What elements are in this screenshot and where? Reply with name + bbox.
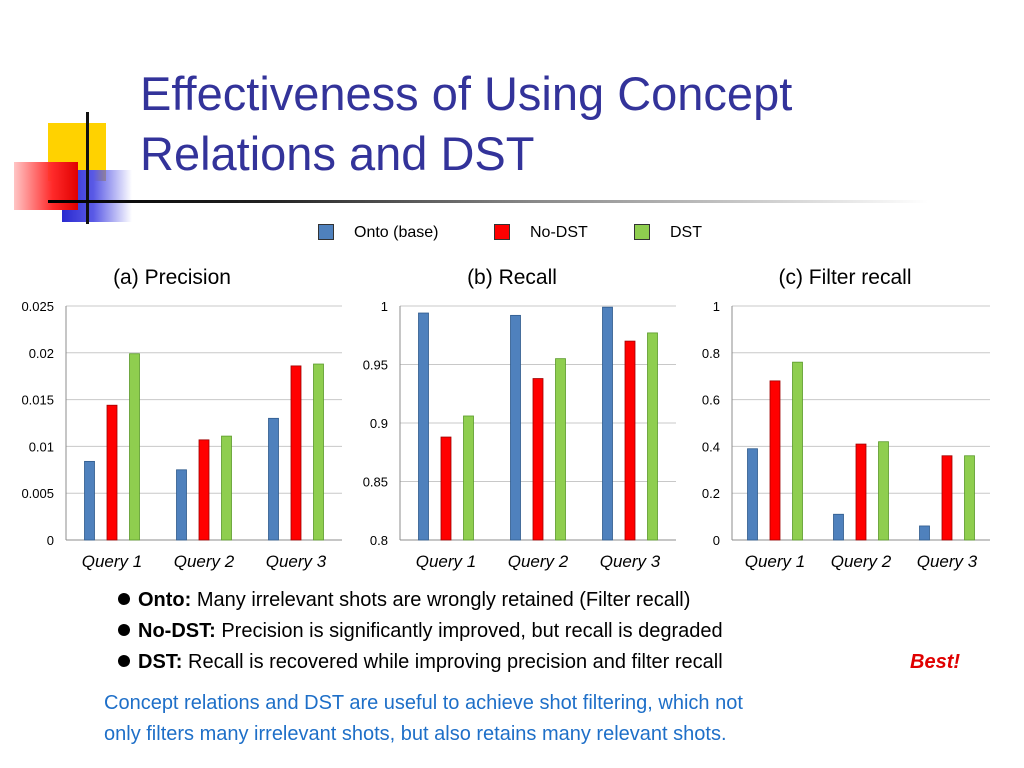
chart-1-y-tick-label: 0.02 xyxy=(29,346,54,361)
bullet-key: Onto: xyxy=(138,589,192,611)
chart-2-bar-onto xyxy=(418,312,429,541)
chart-2-x-tick-label: Query 3 xyxy=(600,552,661,571)
bullet-text: Precision is significantly improved, but… xyxy=(215,620,723,642)
chart-1-bar-no-dst xyxy=(106,404,118,541)
bullet-text: Many irrelevant shots are wrongly retain… xyxy=(191,589,691,611)
chart-3-y-tick-label: 0.8 xyxy=(702,346,720,361)
chart-3-x-tick-label: Query 3 xyxy=(917,552,978,571)
legend-swatch-no-dst xyxy=(494,224,510,240)
best-label: Best! xyxy=(910,651,961,673)
chart-1-y-tick-label: 0.015 xyxy=(21,393,54,408)
chart-2-x-tick-label: Query 1 xyxy=(416,552,476,571)
bullet-key: No-DST: xyxy=(138,620,216,642)
chart-3-bar-dst xyxy=(878,441,889,541)
chart-3-y-tick-label: 0.6 xyxy=(702,393,720,408)
charts-area: (a) Precision 0 0.005 0.01 0.015 0.02 0.025 Que… xyxy=(0,255,1024,590)
chart-3-y-tick-label: 0.4 xyxy=(702,439,720,454)
chart-1-bar-onto xyxy=(268,417,279,541)
chart-1-y-tick-label: 0.005 xyxy=(21,486,54,501)
chart-3-y-tick-label: 0.2 xyxy=(702,486,720,501)
decor-vertical-line xyxy=(86,112,89,224)
chart-2-bar-onto xyxy=(510,314,521,541)
chart-3-x-tick-label: Query 2 xyxy=(831,552,892,571)
chart-3-bar-no-dst xyxy=(855,443,867,541)
bullet-no-dst: No-DST: Precision is significantly impro… xyxy=(118,616,723,647)
chart-1-y-tick-label: 0 xyxy=(47,533,54,548)
chart-3-bar-onto xyxy=(833,513,844,541)
chart-2-bar-no-dst xyxy=(624,340,636,541)
chart-1-bar-no-dst xyxy=(290,365,302,541)
chart-1-x-tick-label: Query 2 xyxy=(174,552,235,571)
chart-2-bar-dst xyxy=(463,415,474,541)
chart-2-bar-dst xyxy=(647,332,658,541)
chart-1-bar-dst xyxy=(129,353,140,541)
chart-3-y-tick-label: 1 xyxy=(713,299,720,314)
chart-2-title: (b) Recall xyxy=(467,266,557,289)
chart-2-x-tick-label: Query 2 xyxy=(508,552,569,571)
chart-3-bar-no-dst xyxy=(941,455,953,541)
chart-3-bar-onto xyxy=(747,448,758,541)
bullet-list: Onto: Many irrelevant shots are wrongly … xyxy=(118,585,723,678)
chart-1-y-tick-label: 0.01 xyxy=(29,439,54,454)
chart-1-bar-onto xyxy=(84,460,95,541)
chart-2-bar-no-dst xyxy=(440,436,452,541)
chart-2-y-tick-label: 0.8 xyxy=(370,533,388,548)
chart-1-x-tick-label: Query 3 xyxy=(266,552,327,571)
legend-label-no-dst: No-DST xyxy=(530,224,588,241)
chart-3-bar-onto xyxy=(919,525,930,541)
chart-3-y-tick-label: 0 xyxy=(713,533,720,548)
charts-svg: (a) Precision 0 0.005 0.01 0.015 0.02 0.025 Que… xyxy=(21,266,990,571)
slide-title: Effectiveness of Using Concept Relations… xyxy=(140,67,793,180)
legend-swatch-onto xyxy=(318,224,334,240)
chart-1-bar-onto xyxy=(176,469,187,541)
chart-2-y-tick-label: 0.95 xyxy=(363,358,388,373)
chart-1-x-tick-label: Query 1 xyxy=(82,552,142,571)
bullet-dot-icon xyxy=(118,624,130,636)
chart-1-bar-no-dst xyxy=(198,439,210,541)
chart-3-bar-no-dst xyxy=(769,380,781,541)
chart-3-bar-dst xyxy=(964,455,975,541)
bullet-dot-icon xyxy=(118,655,130,667)
conclusion-text: Concept relations and DST are useful to … xyxy=(104,692,743,745)
chart-1-bar-dst xyxy=(221,435,232,541)
chart-3-x-tick-label: Query 1 xyxy=(745,552,805,571)
chart-3-bar-dst xyxy=(792,361,803,541)
chart-1-title: (a) Precision xyxy=(113,266,231,289)
chart-2-bar-onto xyxy=(602,306,613,541)
chart-3-title: (c) Filter recall xyxy=(778,266,911,289)
title-underline xyxy=(48,200,928,203)
chart-2-bar-dst xyxy=(555,358,566,541)
chart-2-y-tick-label: 0.85 xyxy=(363,475,388,490)
bullet-onto: Onto: Many irrelevant shots are wrongly … xyxy=(118,585,723,616)
chart-2-y-tick-label: 1 xyxy=(381,299,388,314)
chart-2-bar-no-dst xyxy=(532,378,544,541)
bullet-dst: DST: Recall is recovered while improving… xyxy=(118,647,723,678)
chart-1-bar-dst xyxy=(313,363,324,541)
legend-label-onto: Onto (base) xyxy=(354,224,439,241)
chart-2-y-tick-label: 0.9 xyxy=(370,416,388,431)
bullet-text: Recall is recovered while improving prec… xyxy=(182,651,723,673)
bullet-key: DST: xyxy=(138,651,183,673)
legend-label-dst: DST xyxy=(670,224,702,241)
bullet-dot-icon xyxy=(118,593,130,605)
chart-1-y-tick-label: 0.025 xyxy=(21,299,54,314)
legend-swatch-dst xyxy=(634,224,650,240)
